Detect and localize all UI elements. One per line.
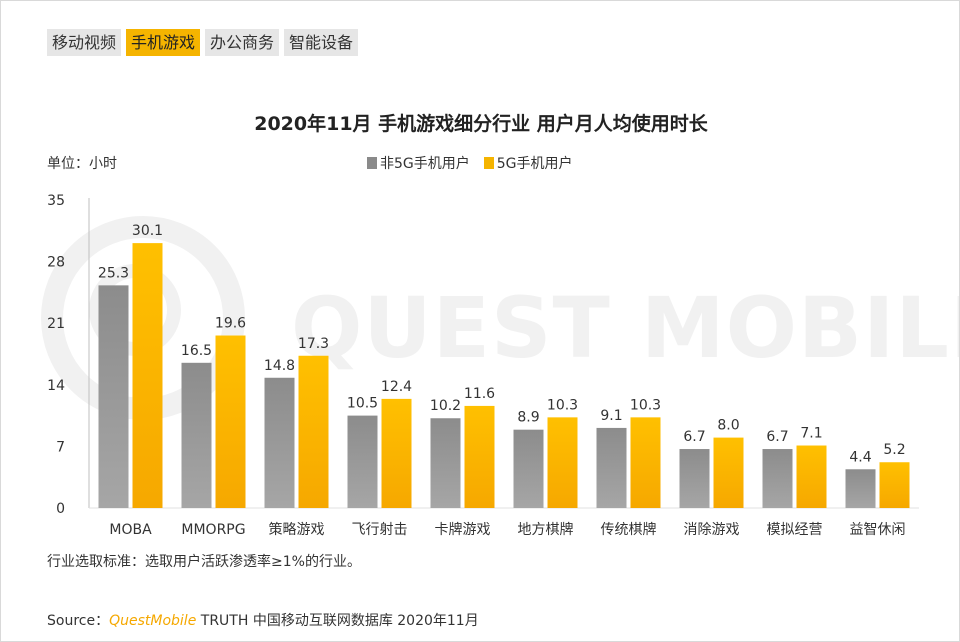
- watermark-text: QUEST MOBILE: [291, 279, 960, 377]
- data-label-5g: 10.3: [630, 397, 661, 413]
- bar-5g: [547, 417, 578, 508]
- data-label-non5g: 9.1: [600, 408, 622, 424]
- data-label-5g: 7.1: [800, 426, 822, 442]
- bar-5g: [464, 405, 495, 508]
- footnote: 行业选取标准：选取用户活跃渗透率≥1%的行业。: [47, 554, 361, 570]
- y-tick-label: 7: [56, 439, 65, 455]
- data-label-non5g: 14.8: [264, 358, 295, 374]
- y-tick-label: 21: [47, 316, 65, 332]
- tab-mobile-video[interactable]: 移动视频: [47, 29, 122, 56]
- x-tick-label: 模拟经营: [767, 522, 823, 538]
- bar-non5g: [181, 362, 212, 508]
- legend-item-non5g: 非5G手机用户: [367, 153, 470, 173]
- x-tick-label: 飞行射击: [352, 522, 408, 538]
- source-brand: QuestMobile: [109, 613, 197, 629]
- x-tick-label: 传统棋牌: [601, 521, 657, 538]
- data-label-non5g: 4.4: [849, 449, 871, 465]
- x-tick-label: 策略游戏: [269, 521, 325, 538]
- y-tick-label: 35: [47, 193, 65, 209]
- data-label-non5g: 16.5: [181, 343, 212, 359]
- chart-title: 2020年11月 手机游戏细分行业 用户月人均使用时长: [254, 113, 708, 135]
- bar-non5g: [98, 285, 129, 508]
- legend-label-5g: 5G手机用户: [496, 156, 573, 172]
- data-label-5g: 30.1: [132, 223, 163, 239]
- y-tick-label: 28: [47, 255, 65, 271]
- tab-mobile-games[interactable]: 手机游戏: [126, 29, 201, 56]
- data-label-non5g: 6.7: [683, 429, 705, 445]
- bar-5g: [381, 398, 412, 508]
- bar-non5g: [845, 469, 876, 508]
- x-tick-label: 卡牌游戏: [435, 521, 491, 538]
- data-label-5g: 19.6: [215, 316, 246, 332]
- bar-non5g: [513, 429, 544, 508]
- x-tick-label: 地方棋牌: [518, 521, 574, 538]
- bar-non5g: [430, 418, 461, 508]
- legend-label-non5g: 非5G手机用户: [380, 156, 470, 172]
- data-label-non5g: 8.9: [517, 410, 539, 426]
- bar-non5g: [264, 377, 295, 508]
- x-tick-label: MMORPG: [181, 522, 245, 538]
- data-label-5g: 17.3: [298, 336, 329, 352]
- bar-non5g: [762, 449, 793, 508]
- legend-item-5g: 5G手机用户: [483, 153, 573, 173]
- source-line: Source：QuestMobile TRUTH 中国移动互联网数据库 2020…: [47, 610, 479, 630]
- bar-5g: [215, 335, 246, 508]
- x-tick-label: 消除游戏: [684, 522, 740, 538]
- bar-non5g: [679, 449, 710, 508]
- x-tick-label: MOBA: [109, 522, 152, 538]
- category-tabs: 移动视频 手机游戏 办公商务 智能设备: [47, 29, 359, 56]
- data-label-non5g: 6.7: [766, 429, 788, 445]
- data-label-5g: 8.0: [717, 418, 739, 434]
- unit-label: 单位：小时: [47, 156, 117, 172]
- bar-5g: [298, 355, 329, 508]
- data-label-5g: 12.4: [381, 379, 412, 395]
- bar-non5g: [596, 427, 627, 508]
- bar-5g: [879, 462, 910, 508]
- data-label-non5g: 10.5: [347, 396, 378, 412]
- x-tick-label: 益智休闲: [850, 522, 906, 538]
- data-label-5g: 5.2: [883, 442, 905, 458]
- tab-smart-devices[interactable]: 智能设备: [284, 29, 359, 56]
- bar-5g: [713, 437, 744, 508]
- bar-5g: [630, 417, 661, 508]
- data-label-non5g: 10.2: [430, 398, 461, 414]
- source-text: TRUTH 中国移动互联网数据库 2020年11月: [200, 613, 479, 629]
- bar-non5g: [347, 415, 378, 508]
- tab-office-business[interactable]: 办公商务: [205, 29, 280, 56]
- y-tick-label: 0: [56, 501, 65, 517]
- data-label-5g: 11.6: [464, 386, 495, 402]
- bar-5g: [132, 243, 163, 508]
- legend-swatch-5g: [483, 157, 494, 169]
- legend-swatch-non5g: [367, 157, 377, 169]
- data-label-5g: 10.3: [547, 397, 578, 413]
- bar-5g: [796, 445, 827, 508]
- chart-legend: 非5G手机用户 5G手机用户: [367, 153, 573, 173]
- source-prefix: Source：: [47, 613, 110, 629]
- y-tick-label: 14: [47, 378, 65, 394]
- data-label-non5g: 25.3: [98, 265, 129, 281]
